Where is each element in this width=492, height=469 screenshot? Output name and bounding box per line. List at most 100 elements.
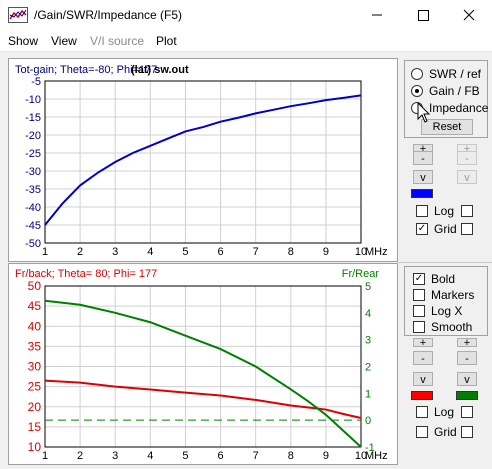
bottom-x-tick-label: 3: [112, 450, 118, 462]
menu-vi-source[interactable]: V/I source: [90, 34, 145, 48]
frontback-chart: 1 2 3 4 5 6 7 8 9 10101520253035404550-1012345Fr/…: [15, 268, 388, 462]
bottom-log-label: Log: [434, 405, 455, 419]
bottom-left-tick-label: 10: [28, 440, 42, 454]
bottom-grid-label: Grid: [434, 425, 457, 439]
bottom-x-tick-label: 4: [147, 450, 153, 462]
options-group: ✓ Bold Markers Log X Smooth: [404, 266, 488, 336]
top-x-unit: MHz: [365, 246, 388, 258]
bottom-grid-checkbox[interactable]: [416, 426, 428, 438]
top-x-tick-label: 5: [182, 246, 188, 258]
bottom-x-tick-label: 7: [253, 450, 259, 462]
bottom-right-minus-button[interactable]: -: [457, 351, 477, 365]
top-right-down-button[interactable]: v: [457, 170, 477, 184]
top-x-tick-label: 4: [147, 246, 153, 258]
title-bar: /Gain/SWR/Impedance (F5): [0, 0, 492, 30]
top-y-tick-label: -45: [25, 220, 41, 232]
bottom-x-tick-label: 9: [323, 450, 329, 462]
gain-chart: 1 2 3 4 5 6 7 8 9 10 -50 -45 -40 -35 -30 -25 -20 -15 -10 -5…: [15, 64, 388, 258]
mouse-cursor-icon: [417, 102, 431, 123]
top-x-tick-label: 9: [323, 246, 329, 258]
top-y-tick-label: -30: [25, 166, 41, 178]
minimize-button[interactable]: [354, 0, 400, 30]
menu-view[interactable]: View: [51, 34, 77, 48]
bottom-grid-right-checkbox[interactable]: [461, 426, 473, 438]
radio-gain-fb-dot[interactable]: [411, 85, 423, 97]
bottom-left-tick-label: 25: [28, 380, 42, 394]
top-series-color-swatch[interactable]: [411, 189, 433, 198]
logx-toggle[interactable]: Log X: [413, 303, 487, 319]
bottom-x-tick-label: 2: [77, 450, 83, 462]
bottom-x-tick-label: 10: [355, 450, 367, 462]
top-x-tick-label: 7: [253, 246, 259, 258]
bottom-left-tick-label: 35: [28, 339, 42, 353]
top-plot-frame: [44, 80, 362, 244]
bottom-plot-frame: [44, 285, 362, 448]
bottom-x-tick-label: 1: [42, 450, 48, 462]
smooth-toggle[interactable]: Smooth: [413, 319, 487, 335]
frontrear-line: [44, 299, 362, 448]
markers-toggle[interactable]: Markers: [413, 287, 487, 303]
smooth-checkbox[interactable]: [413, 321, 425, 333]
bottom-right-color-swatch[interactable]: [456, 391, 478, 400]
top-right-minus-button[interactable]: -: [457, 151, 477, 165]
top-log-toggle[interactable]: Log: [416, 203, 486, 219]
logx-checkbox[interactable]: [413, 305, 425, 317]
frontback-plot: 1 2 3 4 5 6 7 8 9 10 10 15 20 25 30 35 40 45 50 -1 0 1 2 3 4 5 Fr/…: [8, 263, 398, 465]
bottom-left-tick-label: 40: [28, 319, 42, 333]
bottom-right-tick-label: 3: [365, 335, 371, 347]
reset-button[interactable]: Reset: [421, 119, 473, 135]
maximize-button[interactable]: [400, 0, 446, 30]
menu-show[interactable]: Show: [8, 34, 39, 48]
top-grid-right-checkbox[interactable]: [461, 223, 473, 235]
panel-separator: [398, 262, 492, 263]
bottom-left-color-swatch[interactable]: [411, 391, 433, 400]
top-y-tick-label: -40: [25, 202, 41, 214]
top-log-checkbox[interactable]: [416, 205, 428, 217]
top-x-tick-label: 6: [217, 246, 223, 258]
top-log-right-checkbox[interactable]: [461, 205, 473, 217]
bold-checkbox[interactable]: ✓: [413, 273, 425, 285]
top-y-tick-label: -50: [25, 238, 41, 250]
bottom-left-tick-label: 30: [28, 360, 42, 374]
radio-swr[interactable]: SWR / ref: [411, 66, 487, 82]
app-graph-icon: [8, 7, 28, 23]
radio-swr-label: SWR / ref: [429, 67, 482, 81]
bottom-left-down-button[interactable]: v: [413, 372, 433, 386]
bottom-right-down-button[interactable]: v: [457, 372, 477, 386]
top-grid-toggle[interactable]: ✓ Grid: [416, 221, 486, 237]
bottom-x-unit: MHz: [365, 450, 388, 462]
top-left-down-button[interactable]: v: [413, 170, 433, 184]
top-chart-title: Tot-gain; Theta=-80; Phi=177: [15, 64, 157, 76]
bottom-left-plus-button[interactable]: +: [413, 338, 433, 349]
bold-toggle[interactable]: ✓ Bold: [413, 271, 487, 287]
top-x-tick-label: 2: [77, 246, 83, 258]
markers-checkbox[interactable]: [413, 289, 425, 301]
top-x-tick-label: 1: [42, 246, 48, 258]
top-y-tick-label: -35: [25, 184, 41, 196]
bottom-left-tick-label: 15: [28, 420, 42, 434]
radio-impedance-label: Impedance: [429, 101, 489, 115]
top-left-minus-button[interactable]: -: [413, 151, 433, 165]
bottom-x-tick-label: 5: [182, 450, 188, 462]
gain-plot: 1 2 3 4 5 6 7 8 9 10 -50 -45 -40 -35 -30 -25 -20 -15 -10 -5…: [8, 58, 398, 262]
top-x-tick-label: 10: [355, 246, 367, 258]
top-y-tick-label: -5: [31, 76, 41, 88]
top-log-label: Log: [434, 204, 455, 218]
bottom-grid-toggle[interactable]: Grid: [416, 424, 486, 440]
bottom-log-right-checkbox[interactable]: [461, 406, 473, 418]
bottom-log-toggle[interactable]: Log: [416, 404, 486, 420]
radio-gain-fb-label: Gain / FB: [429, 84, 480, 98]
gain-line: [44, 94, 362, 226]
bottom-left-minus-button[interactable]: -: [413, 351, 433, 365]
menu-plot[interactable]: Plot: [156, 34, 177, 48]
bottom-right-plus-button[interactable]: +: [457, 338, 477, 349]
bottom-left-tick-label: 20: [28, 400, 42, 414]
bottom-right-tick-label: 0: [365, 415, 371, 427]
top-y-tick-label: -10: [25, 94, 41, 106]
radio-swr-dot[interactable]: [411, 68, 423, 80]
top-grid-checkbox[interactable]: ✓: [416, 223, 428, 235]
bottom-log-checkbox[interactable]: [416, 406, 428, 418]
top-y-tick-label: -25: [25, 148, 41, 160]
close-button[interactable]: [446, 0, 492, 30]
radio-gain-fb[interactable]: Gain / FB: [411, 83, 487, 99]
